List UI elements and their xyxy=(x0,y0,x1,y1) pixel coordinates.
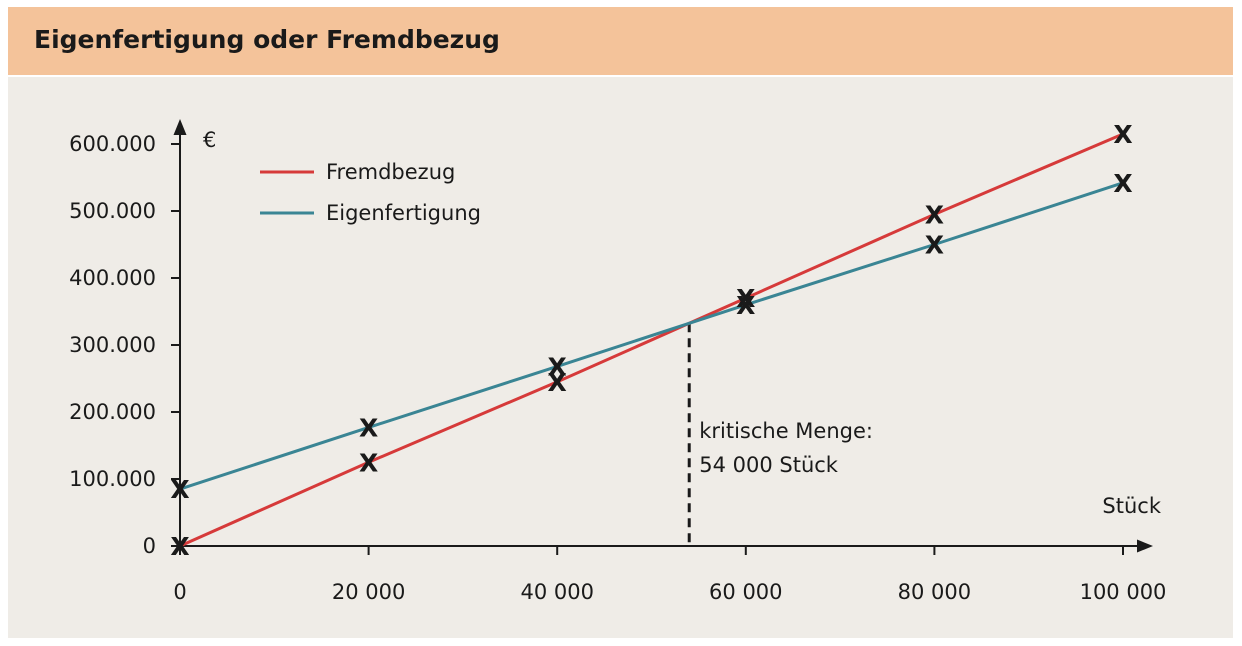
data-point-marker: X xyxy=(548,368,567,397)
data-point-marker: X xyxy=(548,352,567,381)
y-tick-label: 0 xyxy=(143,534,156,558)
chart-header: Eigenfertigung oder Fremdbezug xyxy=(8,7,1233,77)
y-tick-label: 600.000 xyxy=(69,132,156,156)
data-point-marker: X xyxy=(736,284,755,313)
data-point-marker: X xyxy=(170,532,189,561)
series-line xyxy=(179,132,1124,548)
data-point-marker: X xyxy=(359,413,378,442)
y-tick-label: 300.000 xyxy=(69,333,156,357)
y-axis-arrow xyxy=(173,119,187,135)
x-tick-label: 80 000 xyxy=(898,580,971,604)
x-axis-arrow xyxy=(1137,539,1153,553)
y-tick-label: 500.000 xyxy=(69,199,156,223)
x-tick-label: 100 000 xyxy=(1080,580,1167,604)
x-tick-label: 60 000 xyxy=(709,580,782,604)
chart-title: Eigenfertigung oder Fremdbezug xyxy=(34,25,500,54)
y-tick-label: 200.000 xyxy=(69,400,156,424)
annotation-label: kritische Menge: xyxy=(699,419,873,443)
legend-label: Fremdbezug xyxy=(326,160,455,184)
x-tick-label: 20 000 xyxy=(332,580,405,604)
annotation-label: 54 000 Stück xyxy=(699,453,839,477)
y-axis-label: € xyxy=(203,128,216,152)
data-point-marker: X xyxy=(736,291,755,320)
data-point-marker: X xyxy=(359,448,378,477)
y-tick-label: 400.000 xyxy=(69,266,156,290)
legend-label: Eigenfertigung xyxy=(326,201,481,225)
series-line xyxy=(179,181,1124,491)
x-tick-label: 40 000 xyxy=(520,580,593,604)
data-point-marker: X xyxy=(1113,120,1132,149)
y-tick-label: 100.000 xyxy=(69,467,156,491)
x-tick-label: 0 xyxy=(173,580,186,604)
data-point-marker: X xyxy=(170,475,189,504)
data-point-marker: X xyxy=(925,200,944,229)
data-point-marker: X xyxy=(1113,169,1132,198)
x-axis-label: Stück xyxy=(1102,494,1161,518)
data-point-marker: X xyxy=(925,231,944,260)
